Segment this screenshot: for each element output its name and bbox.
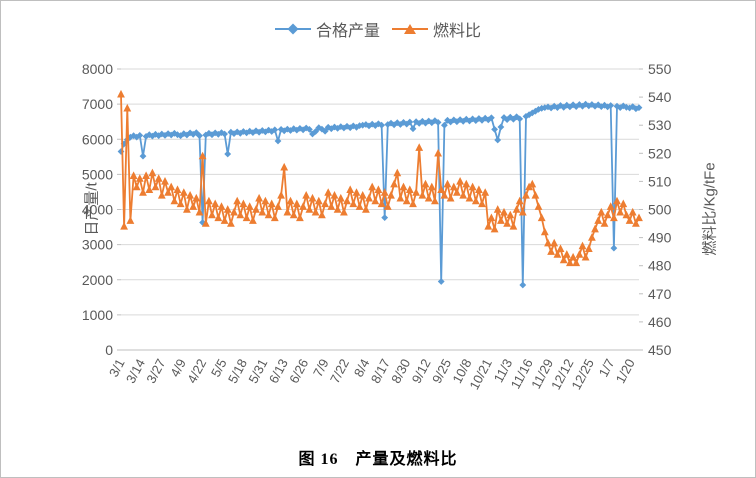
svg-text:6000: 6000 bbox=[82, 131, 113, 147]
svg-text:8/17: 8/17 bbox=[368, 356, 393, 385]
right-axis-title: 燃料比/Kg/tFe bbox=[701, 162, 719, 256]
svg-text:3000: 3000 bbox=[82, 237, 113, 253]
dual-axis-line-chart-plot: 0 1000 2000 3000 4000 5000 6000 7000 8000 450 460 4… bbox=[82, 61, 672, 392]
left-axis-title: 日产量/t bbox=[83, 182, 101, 236]
legend-item-qualified-output: 合格产量 bbox=[274, 17, 380, 41]
svg-text:3/14: 3/14 bbox=[123, 356, 148, 385]
svg-text:9/25: 9/25 bbox=[429, 356, 454, 385]
svg-text:4/9: 4/9 bbox=[167, 356, 189, 379]
chart-legend: 合格产量 燃料比 bbox=[1, 17, 755, 41]
svg-text:5000: 5000 bbox=[82, 166, 113, 182]
svg-text:1/7: 1/7 bbox=[596, 356, 618, 379]
svg-text:5/5: 5/5 bbox=[208, 356, 230, 379]
svg-text:6/26: 6/26 bbox=[286, 356, 311, 385]
legend-label-fuel-ratio: 燃料比 bbox=[433, 23, 482, 40]
svg-text:1000: 1000 bbox=[82, 307, 113, 323]
svg-text:530: 530 bbox=[648, 117, 672, 133]
figure-caption: 图 16 产量及燃料比 bbox=[298, 451, 458, 468]
svg-text:8000: 8000 bbox=[82, 61, 113, 77]
legend-label-qualified-output: 合格产量 bbox=[315, 23, 380, 40]
legend-line-triangle-icon bbox=[392, 24, 428, 34]
svg-text:8/4: 8/4 bbox=[351, 356, 373, 379]
svg-text:5/31: 5/31 bbox=[245, 356, 270, 385]
svg-text:5/18: 5/18 bbox=[225, 356, 250, 385]
svg-text:3/1: 3/1 bbox=[106, 356, 128, 379]
svg-text:3/27: 3/27 bbox=[143, 356, 168, 385]
svg-text:510: 510 bbox=[648, 173, 672, 189]
svg-text:550: 550 bbox=[648, 61, 672, 77]
svg-text:1/20: 1/20 bbox=[613, 356, 638, 385]
svg-text:480: 480 bbox=[648, 258, 672, 274]
svg-text:4/22: 4/22 bbox=[184, 356, 209, 385]
svg-text:460: 460 bbox=[648, 314, 672, 330]
svg-text:6/13: 6/13 bbox=[266, 356, 291, 385]
svg-text:4000: 4000 bbox=[82, 202, 113, 218]
svg-text:7/9: 7/9 bbox=[310, 356, 332, 379]
legend-line-diamond-icon bbox=[274, 23, 311, 35]
svg-text:2000: 2000 bbox=[82, 272, 113, 288]
svg-text:9/12: 9/12 bbox=[409, 356, 434, 385]
svg-text:0: 0 bbox=[105, 342, 113, 358]
svg-text:500: 500 bbox=[648, 202, 672, 218]
legend-item-fuel-ratio: 燃料比 bbox=[392, 17, 481, 41]
svg-text:490: 490 bbox=[648, 230, 672, 246]
svg-text:8/30: 8/30 bbox=[388, 356, 413, 385]
svg-text:470: 470 bbox=[648, 286, 672, 302]
svg-text:7000: 7000 bbox=[82, 96, 113, 112]
svg-text:450: 450 bbox=[648, 342, 672, 358]
svg-text:7/22: 7/22 bbox=[327, 356, 352, 385]
svg-text:520: 520 bbox=[648, 145, 672, 161]
svg-text:540: 540 bbox=[648, 89, 672, 105]
